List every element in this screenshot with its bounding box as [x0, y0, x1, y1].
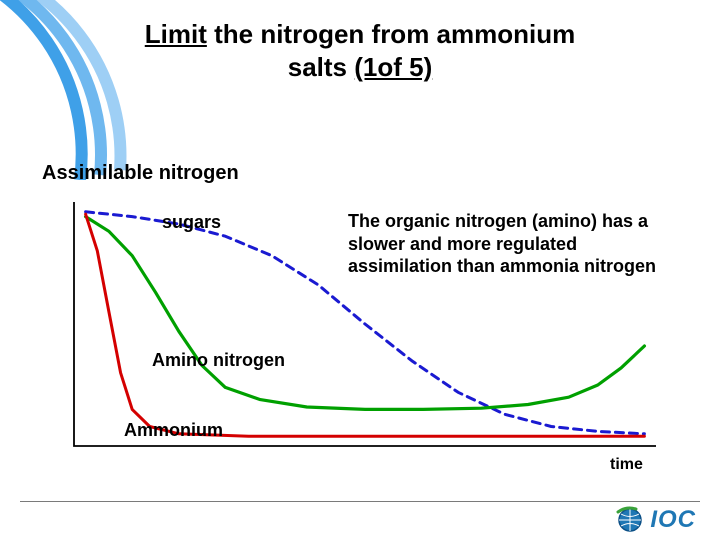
background-arcs [0, 0, 140, 180]
x-axis-label: time [610, 456, 643, 474]
series-label-ammonium: Ammonium [124, 420, 223, 441]
title-prefix: Limit [145, 19, 207, 49]
page-title: Limit the nitrogen from ammonium salts (… [120, 18, 600, 83]
title-suffix: (1of 5) [354, 52, 432, 82]
logo: IOC [616, 506, 696, 534]
chart: sugars Amino nitrogen Ammonium The organ… [60, 198, 660, 454]
series-label-sugars: sugars [162, 212, 221, 233]
logo-text: IOC [650, 506, 696, 534]
footer-divider [20, 501, 700, 502]
y-axis-label: Assimilable nitrogen [42, 162, 239, 185]
series-label-amino: Amino nitrogen [152, 350, 285, 371]
chart-annotation: The organic nitrogen (amino) has a slowe… [348, 210, 658, 278]
globe-icon [616, 506, 644, 534]
